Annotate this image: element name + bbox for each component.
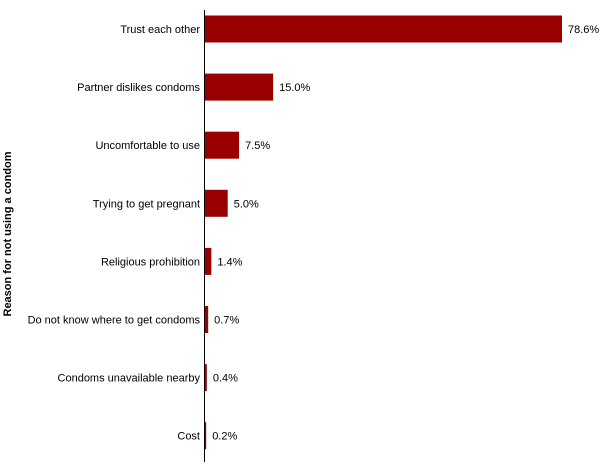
bar — [205, 131, 240, 159]
category-label: Cost — [177, 431, 200, 443]
category-label: Trying to get pregnant — [93, 198, 200, 210]
category-label: Partner dislikes condoms — [77, 82, 200, 94]
category-label: Uncomfortable to use — [95, 140, 200, 152]
value-label: 0.2% — [212, 431, 237, 443]
value-labels: 78.6% 15.0% 7.5% 5.0% 1.4% 0.7% 0.4% 0.2% — [212, 24, 599, 443]
bar — [205, 306, 209, 333]
category-label: Religious prohibition — [101, 256, 200, 268]
bar — [205, 364, 207, 392]
category-label: Do not know where to get condoms — [28, 315, 201, 327]
value-label: 0.4% — [213, 373, 238, 385]
value-label: 0.7% — [214, 315, 239, 327]
bar — [205, 189, 228, 217]
category-labels: Trust each other Partner dislikes condoms… — [28, 24, 201, 443]
value-label: 1.4% — [217, 256, 242, 268]
category-label: Trust each other — [120, 24, 200, 36]
bar — [205, 15, 562, 43]
bars — [205, 15, 562, 450]
value-label: 5.0% — [234, 198, 259, 210]
bar — [205, 422, 207, 450]
value-label: 15.0% — [279, 82, 310, 94]
bar — [205, 247, 212, 275]
bar — [205, 73, 274, 101]
category-label: Condoms unavailable nearby — [58, 373, 201, 385]
value-label: 78.6% — [568, 24, 599, 36]
y-axis-title: Reason for not using a condom — [2, 151, 14, 316]
value-label: 7.5% — [245, 140, 270, 152]
